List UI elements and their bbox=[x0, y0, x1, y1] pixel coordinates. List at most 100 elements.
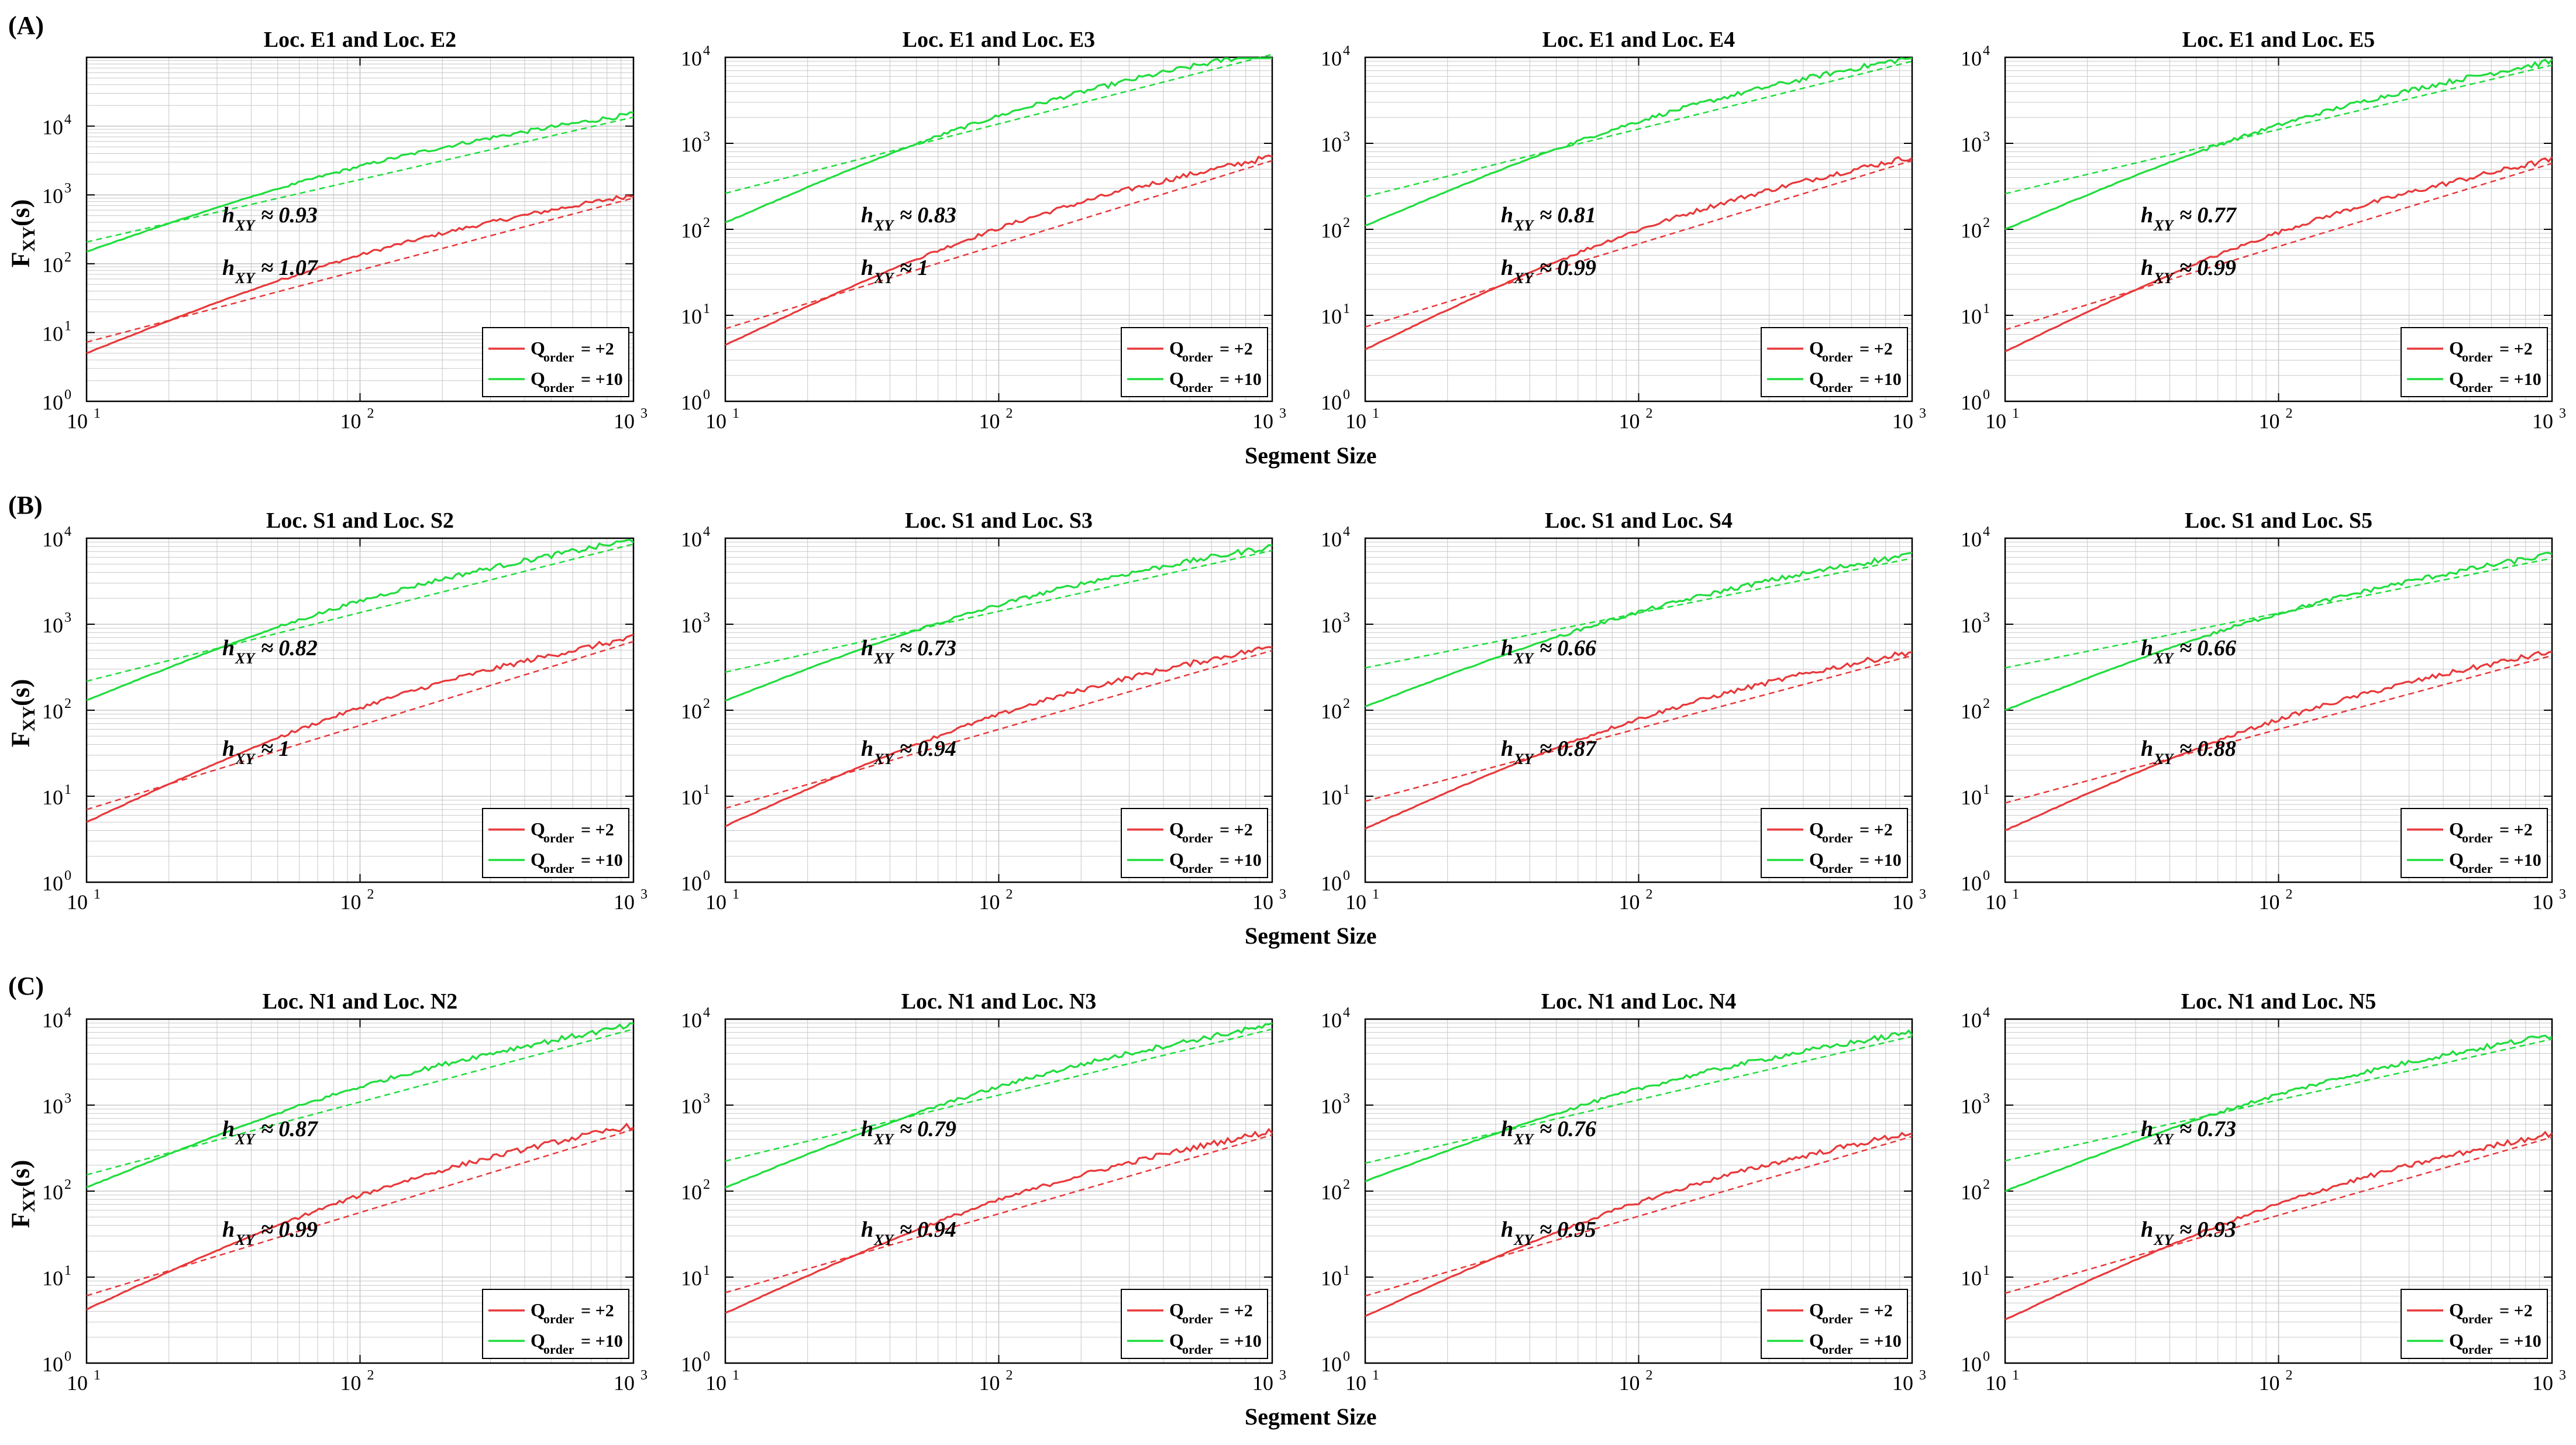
x-tick-label-exp: 3 bbox=[1919, 406, 1926, 421]
y-tick-label-exp: 4 bbox=[703, 524, 710, 539]
h-annotation-q2: h bbox=[1501, 1217, 1513, 1242]
y-tick-label-exp: 2 bbox=[1343, 215, 1350, 230]
y-tick-label: 10 bbox=[42, 1353, 63, 1376]
h-annotation-value: ≈ 0.94 bbox=[900, 737, 956, 761]
y-tick-label: 10 bbox=[1961, 614, 1982, 637]
legend-label-sub: order bbox=[543, 861, 574, 876]
legend-label: Q bbox=[2449, 368, 2464, 389]
x-axis-label-c: Segment Size bbox=[1245, 1403, 1377, 1430]
h-annotation-value: ≈ 0.99 bbox=[2179, 256, 2236, 280]
y-tick-label-exp: 4 bbox=[703, 1005, 710, 1020]
legend-label: Q bbox=[1169, 818, 1184, 840]
y-tick-label-exp: 4 bbox=[1983, 43, 1990, 59]
legend-label: Q bbox=[1809, 818, 1824, 840]
y-tick-label-exp: 3 bbox=[64, 1091, 71, 1106]
h-annotation-value: ≈ 0.76 bbox=[1540, 1117, 1596, 1141]
fit-line-q10 bbox=[2005, 64, 2553, 195]
y-tick-label: 10 bbox=[681, 614, 702, 637]
fit-line-q10 bbox=[725, 549, 1273, 673]
legend-label-sub: order bbox=[543, 1342, 574, 1357]
h-annotation-value: ≈ 0.88 bbox=[2179, 737, 2236, 761]
x-tick-label-exp: 1 bbox=[732, 406, 739, 421]
y-tick-label-exp: 0 bbox=[703, 387, 710, 402]
legend-box bbox=[482, 1289, 629, 1359]
h-annotation-sub: XY bbox=[2153, 217, 2174, 234]
row-tag-c: (C) bbox=[8, 972, 44, 1000]
h-annotation-value: ≈ 0.87 bbox=[261, 1117, 319, 1141]
chart-11: 10 1 10 2 10 310 010 110 210 310 4 Loc. N1 and Loc.… bbox=[1321, 989, 1926, 1395]
h-annotation-value: ≈ 0.99 bbox=[1540, 256, 1596, 280]
y-tick-label: 10 bbox=[42, 614, 63, 637]
h-annotation-q10: h bbox=[1501, 636, 1513, 660]
y-tick-label: 10 bbox=[1961, 1353, 1982, 1376]
y-tick-label: 10 bbox=[1961, 700, 1982, 723]
chart-title: Loc. E1 and Loc. E5 bbox=[2182, 27, 2375, 52]
y-tick-label: 10 bbox=[42, 700, 63, 723]
legend-label-sub: order bbox=[1822, 380, 1853, 395]
chart-title: Loc. N1 and Loc. N3 bbox=[901, 989, 1097, 1014]
x-tick-label: 10 bbox=[1985, 1371, 2006, 1395]
legend-value: = +2 bbox=[1220, 820, 1253, 840]
legend-value: = +2 bbox=[1859, 339, 1893, 359]
chart-title: Loc. S1 and Loc. S2 bbox=[266, 508, 454, 533]
y-tick-label: 10 bbox=[1961, 305, 1982, 328]
chart-2: 10 1 10 2 10 310 010 110 210 310 4 Loc. E1 and Loc.… bbox=[681, 27, 1286, 433]
h-annotation-q10: h bbox=[2141, 203, 2153, 228]
x-tick-label-exp: 1 bbox=[732, 1368, 739, 1383]
legend-value: = +10 bbox=[1859, 1332, 1902, 1351]
x-tick-label-exp: 3 bbox=[1919, 1368, 1926, 1383]
chart-title: Loc. S1 and Loc. S4 bbox=[1545, 508, 1733, 533]
x-tick-label: 10 bbox=[340, 1371, 361, 1395]
h-annotation-q10: h bbox=[2141, 636, 2153, 660]
x-tick-label-exp: 1 bbox=[94, 406, 101, 421]
legend-label-sub: order bbox=[543, 380, 574, 395]
chart-12: 10 1 10 2 10 310 010 110 210 310 4 Loc. N1 and Loc.… bbox=[1961, 989, 2566, 1395]
legend-label-sub: order bbox=[1182, 861, 1213, 876]
fit-line-q10 bbox=[2005, 558, 2553, 669]
series-line-q2 bbox=[2005, 1130, 2553, 1320]
y-tick-label-exp: 3 bbox=[1343, 610, 1350, 625]
h-annotation-q2: h bbox=[2141, 256, 2153, 280]
series-line-q10 bbox=[2005, 552, 2553, 711]
x-tick-label-exp: 1 bbox=[2012, 887, 2019, 902]
h-annotation-sub: XY bbox=[1513, 270, 1534, 287]
h-annotation-value: ≈ 0.87 bbox=[1540, 737, 1597, 761]
y-tick-label: 10 bbox=[1961, 1181, 1982, 1204]
chart-title: Loc. S1 and Loc. S5 bbox=[2185, 508, 2372, 533]
legend-label: Q bbox=[531, 818, 545, 840]
y-tick-label: 10 bbox=[1961, 1009, 1982, 1032]
y-tick-label-exp: 2 bbox=[1343, 1177, 1350, 1192]
legend-label-sub: order bbox=[1822, 1342, 1853, 1357]
y-tick-label-exp: 4 bbox=[703, 43, 710, 59]
y-tick-label-exp: 4 bbox=[1983, 524, 1990, 539]
x-tick-label-exp: 3 bbox=[1279, 1368, 1286, 1383]
y-tick-label-exp: 3 bbox=[703, 129, 710, 144]
y-tick-label: 10 bbox=[681, 528, 702, 551]
legend-value: = +10 bbox=[1220, 851, 1262, 870]
y-tick-label-exp: 0 bbox=[1983, 1349, 1990, 1364]
legend-label-sub: order bbox=[2462, 1312, 2493, 1326]
y-tick-label: 10 bbox=[1321, 786, 1342, 809]
y-tick-label: 10 bbox=[42, 391, 63, 414]
chart-3: 10 1 10 2 10 310 010 110 210 310 4 Loc. E1 and Loc.… bbox=[1321, 27, 1926, 433]
y-tick-label: 10 bbox=[681, 305, 702, 328]
legend-box bbox=[1761, 1289, 1908, 1359]
y-tick-label: 10 bbox=[1961, 786, 1982, 809]
x-tick-label: 10 bbox=[2532, 1371, 2553, 1395]
fit-line-q10 bbox=[1365, 1035, 1913, 1164]
legend-value: = +10 bbox=[2499, 370, 2541, 389]
y-tick-label-exp: 0 bbox=[1983, 387, 1990, 402]
fit-line-q10 bbox=[1365, 558, 1913, 669]
y-tick-label: 10 bbox=[42, 1267, 63, 1290]
legend-label: Q bbox=[2449, 818, 2464, 840]
y-tick-label-exp: 4 bbox=[1343, 1005, 1350, 1020]
y-tick-label: 10 bbox=[42, 1009, 63, 1032]
y-tick-label-exp: 1 bbox=[64, 782, 71, 797]
y-tick-label-exp: 0 bbox=[703, 1349, 710, 1364]
y-tick-label: 10 bbox=[1321, 391, 1342, 414]
y-tick-label: 10 bbox=[1321, 528, 1342, 551]
legend-box bbox=[482, 808, 629, 878]
y-tick-label-exp: 1 bbox=[64, 1263, 71, 1278]
y-tick-label-exp: 3 bbox=[703, 1091, 710, 1106]
h-annotation-value: ≈ 0.73 bbox=[2179, 1117, 2236, 1141]
